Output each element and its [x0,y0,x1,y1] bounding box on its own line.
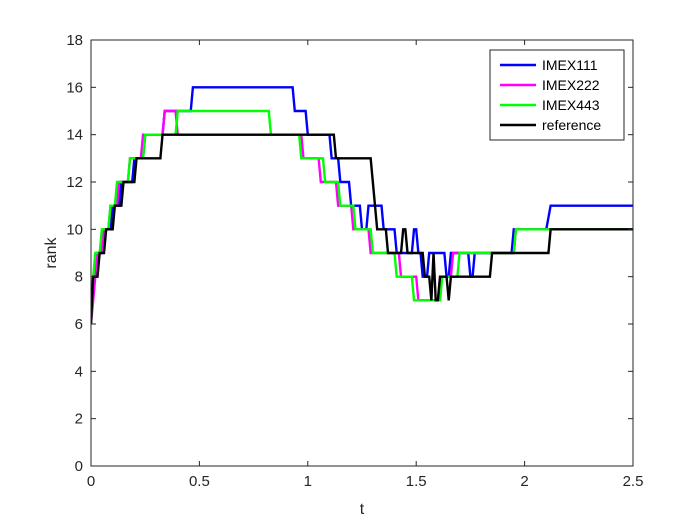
y-tick-label: 14 [66,127,83,144]
y-tick-label: 18 [66,32,83,49]
y-tick-label: 2 [75,411,83,428]
x-axis-label: t [360,501,365,518]
series-line-reference [91,133,633,325]
y-tick-label: 6 [75,316,83,333]
y-tick-label: 16 [66,79,83,96]
y-tick-label: 0 [75,458,83,475]
y-tick-label: 8 [75,269,83,286]
legend-label-imex443: IMEX443 [542,97,600,113]
y-tick-label: 12 [66,174,83,191]
x-tick-label: 1 [304,473,312,490]
y-tick-label: 10 [66,221,83,238]
x-tick-label: 0.5 [189,473,210,490]
x-tick-label: 2 [520,473,528,490]
x-tick-label: 1.5 [406,473,427,490]
x-tick-label: 0 [87,473,95,490]
y-tick-label: 4 [75,363,83,380]
legend-label-reference: reference [542,117,601,133]
y-axis-label: rank [43,236,60,268]
legend-label-imex111: IMEX111 [542,57,598,73]
axes-box [90,39,634,467]
legend-label-imex222: IMEX222 [542,77,600,93]
x-tick-label: 2.5 [623,473,644,490]
